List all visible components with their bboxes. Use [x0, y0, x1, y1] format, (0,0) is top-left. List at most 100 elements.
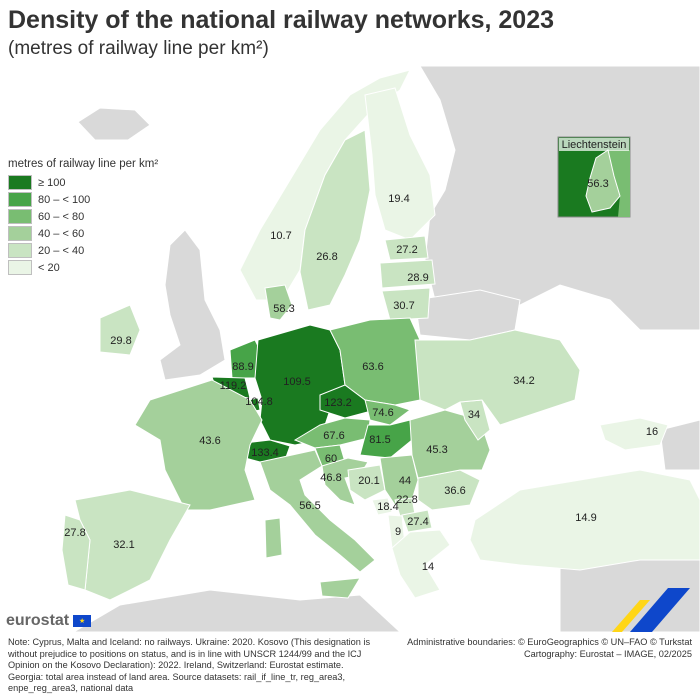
label-greece: 14 [422, 561, 434, 573]
inset-title: Liechtenstein [562, 139, 627, 151]
inset-title-background [559, 138, 629, 151]
caucasus-east-shape [659, 419, 700, 471]
country-estonia [384, 235, 429, 261]
liechtenstein-inset: Liechtenstein 56.3 [557, 136, 631, 218]
country-italy [259, 449, 376, 573]
iceland-shape [77, 107, 151, 141]
great-britain-shape [159, 229, 226, 381]
country-greece [391, 529, 451, 599]
legend-swatch [8, 260, 32, 275]
north-africa-shape [59, 589, 401, 632]
label-czechia: 123.2 [324, 397, 352, 409]
label-latvia: 28.9 [407, 272, 428, 284]
label-ukraine: 34.2 [513, 375, 534, 387]
legend-label: < 20 [38, 261, 60, 274]
eu-flag-icon: ★ [73, 615, 92, 627]
country-denmark [264, 284, 293, 321]
country-turkiye [469, 469, 700, 571]
country-sardinia [264, 517, 283, 559]
label-croatia: 46.8 [320, 472, 341, 484]
inset-value-label: 56.3 [587, 178, 608, 190]
country-ireland [99, 304, 141, 356]
label-netherlands: 88.9 [232, 361, 253, 373]
label-sweden: 26.8 [316, 251, 337, 263]
label-albania: 9 [395, 526, 401, 538]
map-subtitle: (metres of railway line per km²) [8, 38, 269, 59]
label-ireland: 29.8 [110, 335, 131, 347]
legend-label: 60 – < 80 [38, 210, 85, 223]
legend-swatch [8, 209, 32, 224]
legend-row: 20 – < 40 [8, 242, 208, 259]
country-bosnia [347, 464, 386, 501]
legend-row: < 20 [8, 259, 208, 276]
country-sweden [299, 129, 371, 311]
label-serbia: 44 [399, 475, 411, 487]
inset-neighbour-right [608, 150, 630, 217]
country-montenegro [371, 497, 393, 516]
country-north-macedonia [401, 509, 433, 533]
label-finland: 19.4 [388, 193, 409, 205]
legend-row: 40 – < 60 [8, 225, 208, 242]
label-belgium: 119.2 [220, 380, 247, 392]
country-sicily [319, 577, 361, 599]
label-luxembourg: 104.8 [245, 396, 273, 408]
legend-row: ≥ 100 [8, 174, 208, 191]
label-estonia: 27.2 [396, 244, 417, 256]
credit-boundaries: Administrative boundaries: © EuroGeograp… [407, 637, 692, 647]
legend-title: metres of railway line per km² [8, 158, 159, 170]
label-moldova: 34 [468, 409, 480, 421]
eurostat-wordmark: eurostat [6, 612, 70, 629]
country-portugal [61, 514, 91, 591]
europe-map: 10.7 26.8 19.4 27.2 28.9 30.7 58.3 29.8 … [0, 66, 700, 632]
map-legend: metres of railway line per km² ≥ 100 80 … [8, 158, 208, 276]
label-georgia: 16 [646, 426, 658, 438]
legend-label: 20 – < 40 [38, 244, 85, 257]
label-slovakia: 74.6 [372, 407, 393, 419]
label-bosnia: 20.1 [358, 475, 379, 487]
label-denmark: 58.3 [273, 303, 294, 315]
legend-row: 80 – < 100 [8, 191, 208, 208]
country-france [134, 379, 263, 511]
label-germany: 109.5 [283, 376, 311, 388]
country-lithuania [381, 287, 431, 321]
label-bulgaria: 36.6 [444, 485, 465, 497]
country-ukraine [414, 329, 581, 426]
map-title: Density of the national railway networks… [8, 6, 555, 34]
legend-swatch [8, 175, 32, 190]
label-turkiye: 14.9 [575, 512, 596, 524]
legend-swatch [8, 192, 32, 207]
legend-swatch [8, 243, 32, 258]
label-norway: 10.7 [270, 230, 291, 242]
country-latvia [379, 259, 436, 289]
label-lithuania: 30.7 [393, 300, 414, 312]
label-north-macedonia: 27.4 [407, 516, 428, 528]
label-switzerland: 133.4 [251, 447, 279, 459]
inset-country-liechtenstein [585, 149, 621, 213]
credits: Administrative boundaries: © EuroGeograp… [372, 637, 692, 660]
country-finland [364, 87, 436, 241]
label-slovenia: 60 [325, 453, 337, 465]
label-portugal: 27.8 [64, 527, 85, 539]
footnote: Note: Cyprus, Malta and Iceland: no rail… [8, 637, 371, 694]
legend-label: ≥ 100 [38, 176, 66, 189]
eurostat-logo: eurostat ★ [6, 612, 92, 630]
label-austria: 67.6 [323, 430, 344, 442]
label-romania: 45.3 [426, 444, 447, 456]
label-montenegro: 18.4 [377, 501, 398, 513]
country-shapes [61, 69, 700, 601]
credit-cartography: Cartography: Eurostat – IMAGE, 02/2025 [523, 648, 692, 659]
label-italy: 56.5 [299, 500, 320, 512]
label-poland: 63.6 [362, 361, 383, 373]
legend-label: 40 – < 60 [38, 227, 85, 240]
legend-label: 80 – < 100 [38, 193, 91, 206]
legend-row: 60 – < 80 [8, 208, 208, 225]
label-kosovo: 22.8 [396, 494, 417, 506]
label-hungary: 81.5 [369, 434, 390, 446]
label-spain: 32.1 [113, 539, 134, 551]
legend-swatch [8, 226, 32, 241]
corner-logo-mark [612, 588, 690, 632]
label-france: 43.6 [199, 435, 220, 447]
country-poland [329, 317, 421, 406]
value-labels: 10.7 26.8 19.4 27.2 28.9 30.7 58.3 29.8 … [64, 193, 658, 573]
country-slovakia [364, 399, 412, 426]
